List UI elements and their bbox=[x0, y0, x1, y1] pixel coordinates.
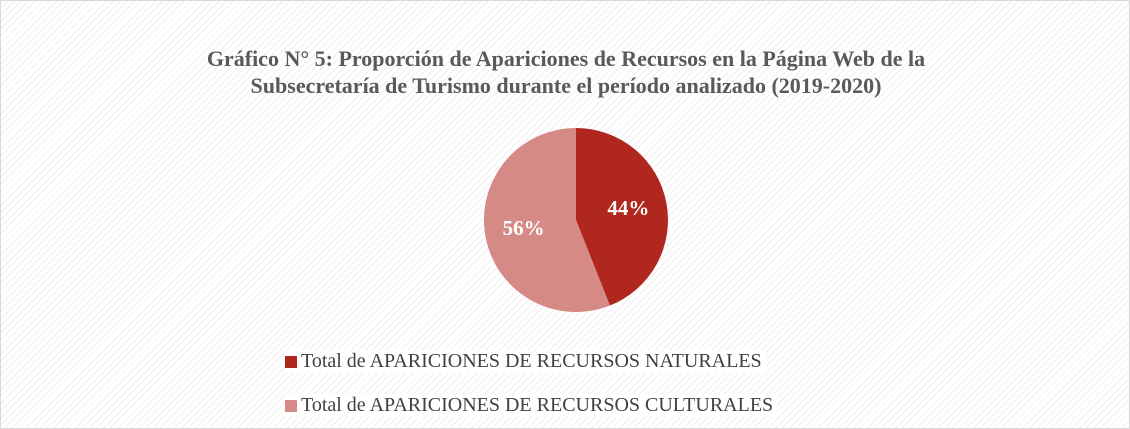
legend-label: Total de APARICIONES DE RECURSOS CULTURA… bbox=[301, 394, 774, 416]
legend-swatch bbox=[285, 355, 297, 368]
legend-label: Total de APARICIONES DE RECURSOS NATURAL… bbox=[301, 350, 762, 372]
chart-title: Gráfico N° 5: Proporción de Apariciones … bbox=[206, 46, 926, 98]
legend-item: Total de APARICIONES DE RECURSOS CULTURA… bbox=[285, 394, 778, 417]
data-label: 56% bbox=[503, 216, 545, 240]
data-label: 44% bbox=[607, 196, 649, 220]
legend-item: Total de APARICIONES DE RECURSOS NATURAL… bbox=[285, 350, 766, 373]
legend-swatch bbox=[285, 399, 297, 412]
pie-slice bbox=[483, 128, 610, 312]
pie-slice bbox=[576, 128, 668, 306]
